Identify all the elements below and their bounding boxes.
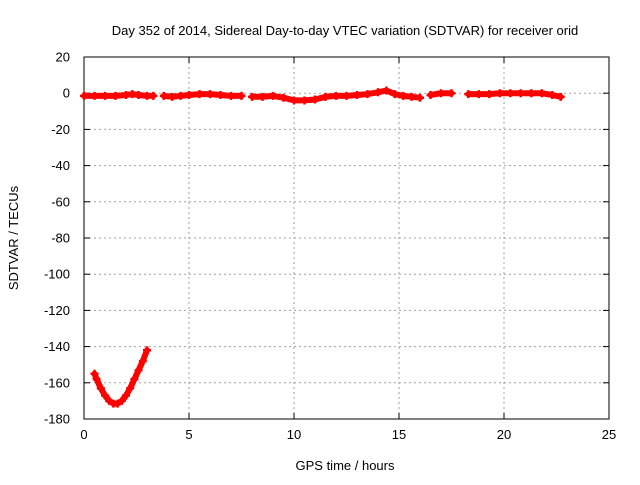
data-point [92,375,101,384]
data-point [426,91,435,100]
x-axis-label: GPS time / hours [296,458,395,473]
data-point [216,91,225,100]
data-point [134,366,143,375]
x-tick-label: 20 [497,427,511,442]
data-point [485,90,494,99]
x-tick-label: 5 [185,427,192,442]
chart-title: Day 352 of 2014, Sidereal Day-to-day VTE… [112,23,579,38]
data-point [101,391,109,400]
data-point [353,91,361,100]
data-point [447,89,456,98]
data-point [90,369,99,378]
y-tick-label: -160 [44,375,70,390]
y-tick-label: 0 [63,86,70,101]
data-point [122,391,130,400]
series-segment [465,90,564,100]
data-point [416,93,424,102]
x-tick-label: 0 [80,427,87,442]
x-tick-label: 25 [602,427,616,442]
data-point [382,86,391,95]
data-point [258,92,267,101]
data-point [537,89,546,98]
data-point [269,91,277,100]
y-tick-label: -20 [51,122,70,137]
data-point [111,91,120,100]
data-point [342,91,351,100]
data-point [506,89,515,98]
data-point [138,357,147,366]
data-point [80,91,88,100]
data-point [363,90,372,99]
data-point [185,91,193,100]
y-tick-label: -40 [51,158,70,173]
data-point [279,93,288,102]
y-tick-label: -80 [51,231,70,246]
data-point [105,396,114,405]
data-point [168,92,177,101]
data-point [176,91,185,100]
data-point [227,91,235,100]
data-point [399,91,408,100]
data-point [464,90,473,99]
data-point [96,384,105,393]
data-point [143,346,151,355]
data-point [237,91,246,100]
data-point [130,375,139,384]
y-tick-label: -180 [44,412,70,427]
data-point [248,92,256,101]
data-point [374,88,382,97]
data-point [390,90,399,99]
data-point [300,96,309,105]
y-tick-label: -100 [44,267,70,282]
y-tick-label: 20 [56,50,70,65]
y-tick-label: -60 [51,194,70,209]
data-point [516,89,525,98]
data-point [90,91,99,100]
data-point [113,399,122,408]
data-point [311,95,319,104]
data-point [407,92,416,101]
x-tick-label: 10 [287,427,301,442]
data-point [548,91,557,100]
data-point [495,89,504,98]
data-point [556,92,565,101]
data-point [117,396,126,405]
data-point [321,92,330,101]
data-point [134,91,143,100]
data-point [126,384,135,393]
data-point [290,96,298,105]
data-point [149,91,158,100]
data-point [474,90,483,99]
data-point [195,90,204,99]
y-tick-label: -140 [44,339,70,354]
data-point [332,91,340,100]
axis-ticks: 0 5 10 15 20 25 20 0 -20 -40 -60 -80 -100 -120 -140 -16… [44,50,616,443]
data-point [159,91,168,100]
y-axis-label: SDTVAR / TECUs [6,185,21,290]
grid-lines [84,57,609,419]
y-tick-label: -120 [44,303,70,318]
data-point [206,90,214,99]
data-series [80,86,565,408]
data-point [101,91,109,100]
data-point [437,89,445,98]
data-point [527,89,536,98]
x-tick-label: 15 [392,427,406,442]
